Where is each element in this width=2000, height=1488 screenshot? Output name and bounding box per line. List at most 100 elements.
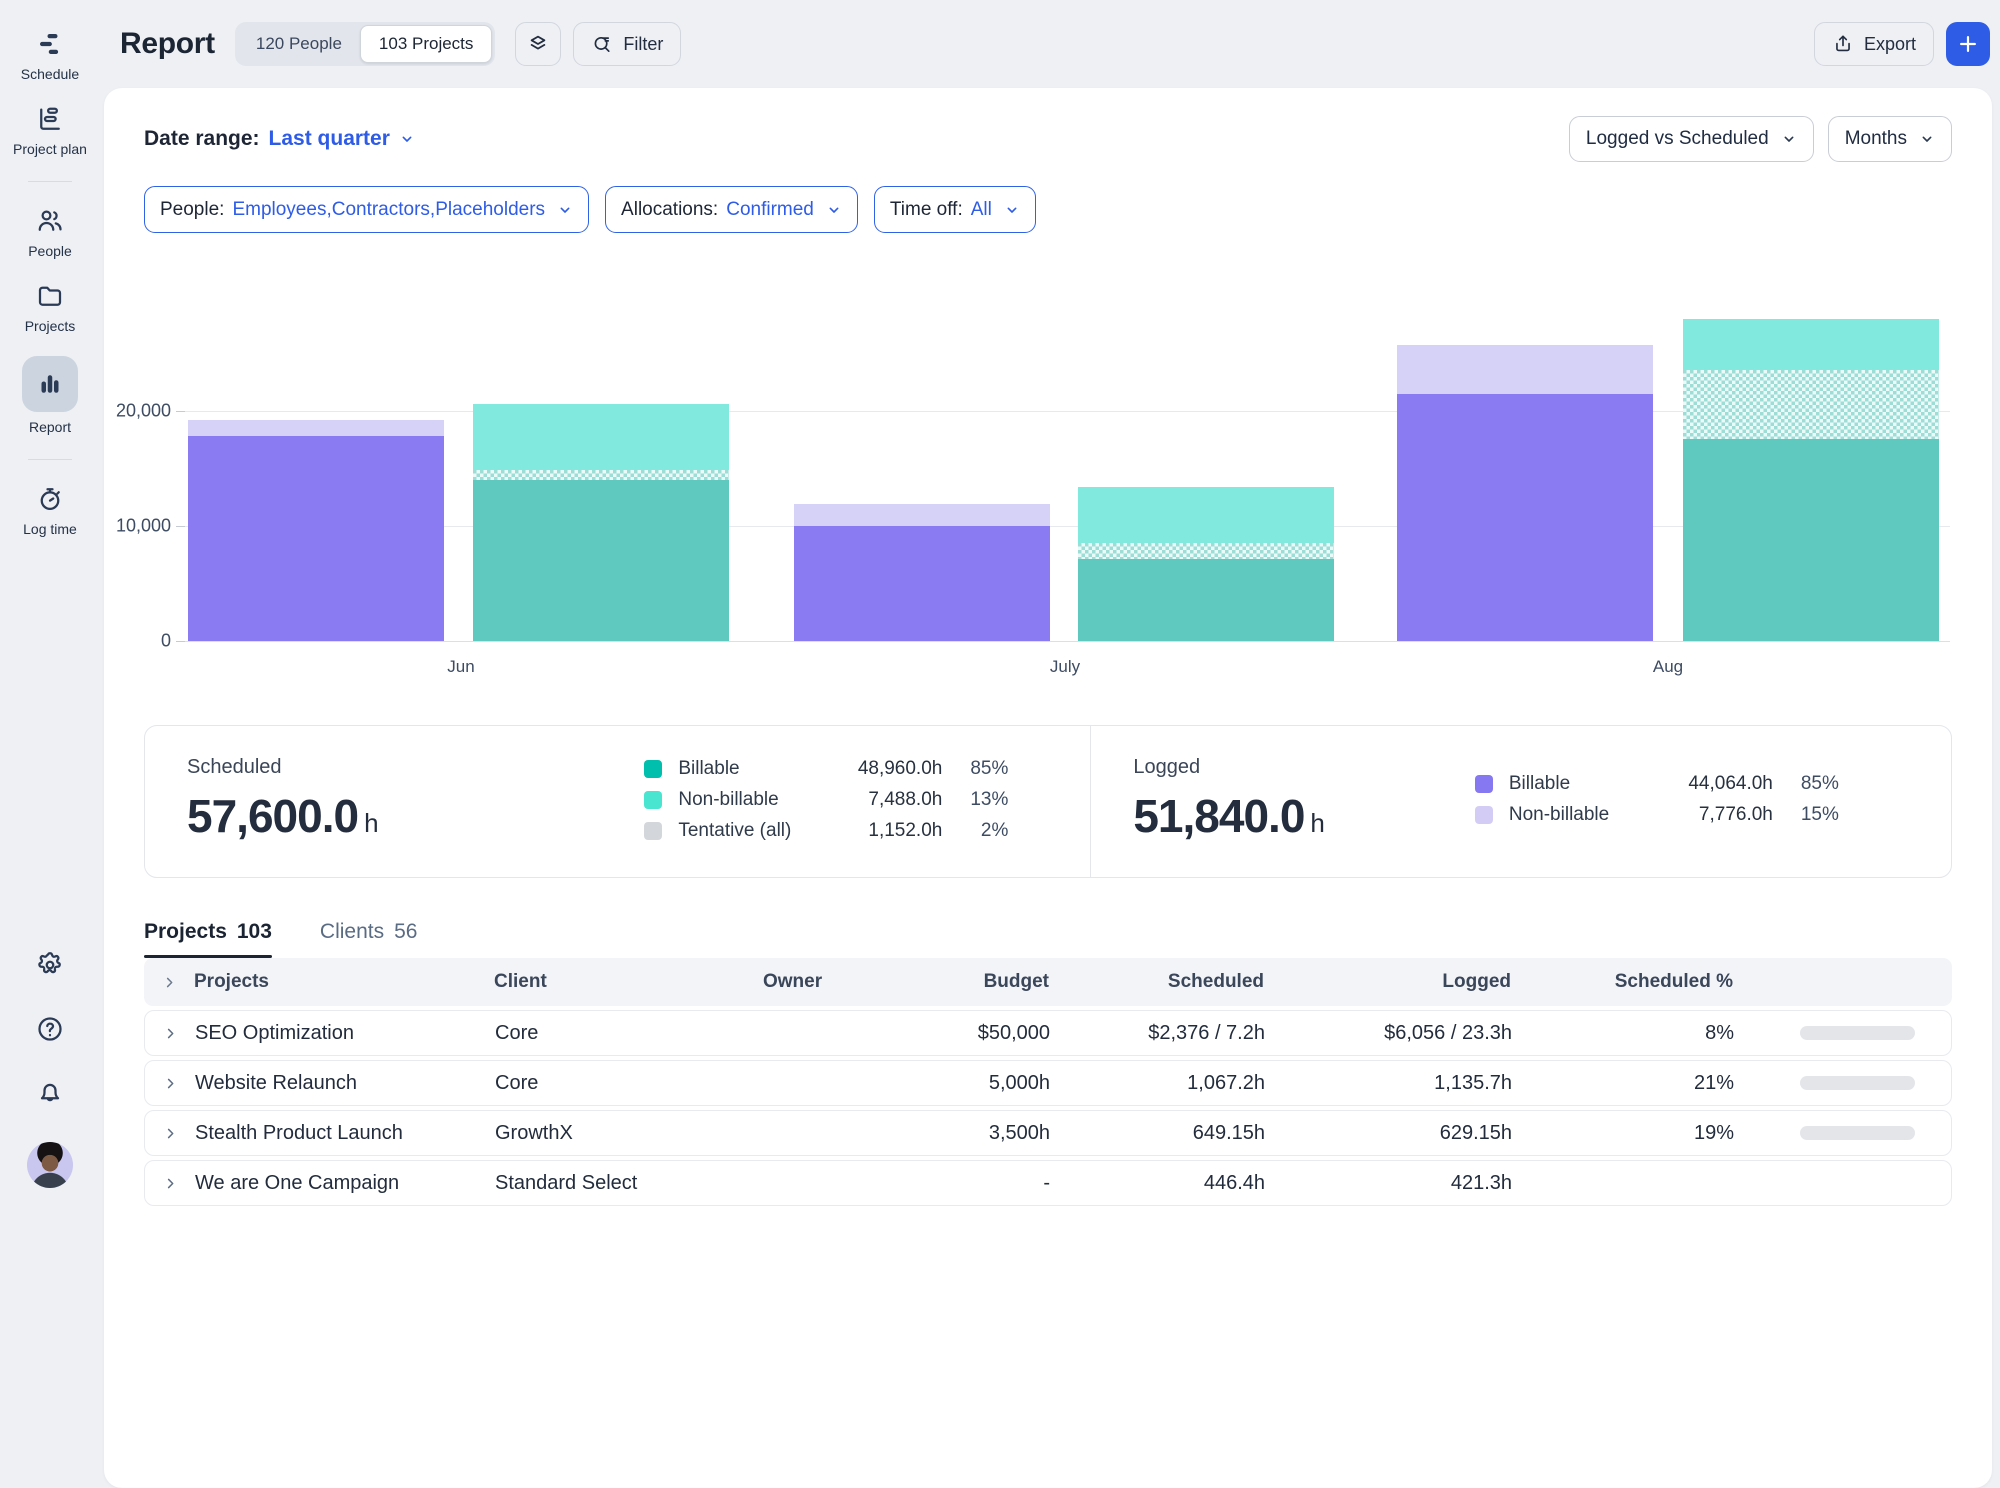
filter-pill-allocations[interactable]: Allocations:Confirmed (605, 186, 858, 233)
table-row[interactable]: Stealth Product LaunchGrowthX3,500h649.1… (144, 1110, 1952, 1156)
legend-value: 7,488.0h (832, 789, 942, 811)
summary-cards: Scheduled 57,600.0h Billable48,960.0h85%… (144, 725, 1952, 878)
scheduled-value: 649.15h (1050, 1122, 1265, 1145)
legend-swatch (644, 822, 662, 840)
chevron-down-icon (557, 202, 573, 218)
tab-clients[interactable]: Clients56 (320, 920, 418, 958)
sidebar-item-label: People (28, 243, 72, 259)
filter-button[interactable]: Filter (573, 22, 681, 66)
logged-vs-scheduled-chart: 20,000 10,000 0 JunJulyAug (144, 255, 1952, 715)
scheduled-value: 1,067.2h (1050, 1072, 1265, 1095)
legend-label: Billable (678, 758, 818, 780)
sidebar-divider (28, 181, 72, 182)
project-name: Website Relaunch (195, 1072, 495, 1095)
chevron-down-icon (1781, 131, 1797, 147)
notifications-icon[interactable] (35, 1078, 65, 1108)
chevron-down-icon (1919, 131, 1935, 147)
logged-legend: Billable44,064.0h85%Non-billable7,776.0h… (1475, 773, 1839, 826)
filter-pill-time-off[interactable]: Time off:All (874, 186, 1036, 233)
scheduled-percent-bar (1800, 1126, 1915, 1140)
sidebar-item-people[interactable]: People (0, 195, 100, 270)
export-button[interactable]: Export (1814, 22, 1934, 66)
scheduled-tentative-segment (473, 470, 729, 480)
legend-swatch (644, 791, 662, 809)
budget-value: - (870, 1172, 1050, 1195)
group-by-button[interactable] (515, 22, 561, 66)
scheduled-percent: 19% (1512, 1122, 1734, 1145)
scheduled-tentative-segment (1078, 543, 1334, 559)
budget-value: 5,000h (870, 1072, 1050, 1095)
client-name: Core (495, 1022, 750, 1045)
bar-logged-jun[interactable] (188, 420, 444, 641)
toggle-projects[interactable]: 103 Projects (360, 25, 493, 63)
help-icon[interactable] (35, 1014, 65, 1044)
date-range-value: Last quarter (269, 127, 390, 151)
bar-logged-aug[interactable] (1397, 345, 1653, 641)
table-row[interactable]: Website RelaunchCore 5,000h1,067.2h1,135.… (144, 1060, 1952, 1106)
y-tick-10000: 10,000 (116, 516, 171, 537)
metric-dropdown[interactable]: Logged vs Scheduled (1569, 116, 1814, 162)
logged-title: Logged (1133, 756, 1325, 779)
layers-icon (526, 32, 550, 56)
sidebar-item-label: Schedule (21, 66, 79, 82)
date-range-dropdown[interactable]: Date range: Last quarter (144, 127, 415, 151)
legend-label: Non-billable (1509, 804, 1649, 826)
client-name: Core (495, 1072, 750, 1095)
legend-swatch (1475, 806, 1493, 824)
sidebar-item-log-time[interactable]: Log time (0, 473, 100, 548)
add-button[interactable] (1946, 22, 1990, 66)
logged-non-billable-segment (188, 420, 444, 436)
chevron-right-icon[interactable] (162, 975, 177, 990)
project-name: SEO Optimization (195, 1022, 495, 1045)
y-tick-20000: 20,000 (116, 401, 171, 422)
toggle-people[interactable]: 120 People (238, 25, 360, 63)
scheduled-percent-bar (1800, 1076, 1915, 1090)
logged-value: 1,135.7h (1265, 1072, 1512, 1095)
legend-percent: 85% (956, 758, 1008, 780)
chevron-right-icon[interactable] (163, 1026, 178, 1041)
project-name: Stealth Product Launch (195, 1122, 495, 1145)
table-row[interactable]: SEO OptimizationCore$50,000$2,376 / 7.2h… (144, 1010, 1952, 1056)
scheduled-percent-bar (1800, 1026, 1915, 1040)
user-avatar[interactable] (27, 1142, 73, 1188)
budget-value: 3,500h (870, 1122, 1050, 1145)
sidebar-item-label: Report (29, 419, 71, 435)
logged-summary-card: Logged 51,840.0h Billable44,064.0h85%Non… (1091, 726, 1951, 877)
x-tick-july: July (1050, 657, 1080, 677)
plus-icon (1957, 33, 1979, 55)
chevron-down-icon (1004, 202, 1020, 218)
settings-icon[interactable] (35, 950, 65, 980)
scheduled-percent: 21% (1512, 1072, 1734, 1095)
scheduled-percent: 8% (1512, 1022, 1734, 1045)
filter-icon (591, 33, 613, 55)
sidebar-item-report[interactable]: Report (0, 345, 100, 446)
logged-non-billable-segment (794, 504, 1050, 526)
sidebar-divider (28, 459, 72, 460)
scheduled-summary-card: Scheduled 57,600.0h Billable48,960.0h85%… (145, 726, 1091, 877)
legend-percent: 15% (1787, 804, 1839, 826)
legend-value: 44,064.0h (1663, 773, 1773, 795)
legend-label: Billable (1509, 773, 1649, 795)
logged-billable-segment (794, 526, 1050, 641)
sidebar-item-schedule[interactable]: Schedule (0, 18, 100, 93)
bar-logged-july[interactable] (794, 504, 1050, 641)
axis-baseline (185, 641, 1950, 642)
sidebar-item-projects[interactable]: Projects (0, 270, 100, 345)
legend-swatch (644, 760, 662, 778)
bar-scheduled-aug[interactable] (1683, 319, 1939, 641)
bar-scheduled-july[interactable] (1078, 487, 1334, 641)
scheduled-billable-segment (1078, 559, 1334, 641)
people-icon (35, 206, 65, 236)
granularity-dropdown[interactable]: Months (1828, 116, 1952, 162)
bar-scheduled-jun[interactable] (473, 404, 729, 641)
chart-plot-area: 20,000 10,000 0 JunJulyAug (185, 255, 1950, 641)
legend-value: 1,152.0h (832, 820, 942, 842)
chevron-right-icon[interactable] (163, 1126, 178, 1141)
chevron-right-icon[interactable] (163, 1076, 178, 1091)
table-row[interactable]: We are One CampaignStandard Select-446.4… (144, 1160, 1952, 1206)
scheduled-billable-segment (473, 480, 729, 641)
filter-pill-people[interactable]: People:Employees,Contractors,Placeholder… (144, 186, 589, 233)
sidebar-item-project-plan[interactable]: Project plan (0, 93, 100, 168)
tab-projects[interactable]: Projects103 (144, 920, 272, 958)
chevron-right-icon[interactable] (163, 1176, 178, 1191)
